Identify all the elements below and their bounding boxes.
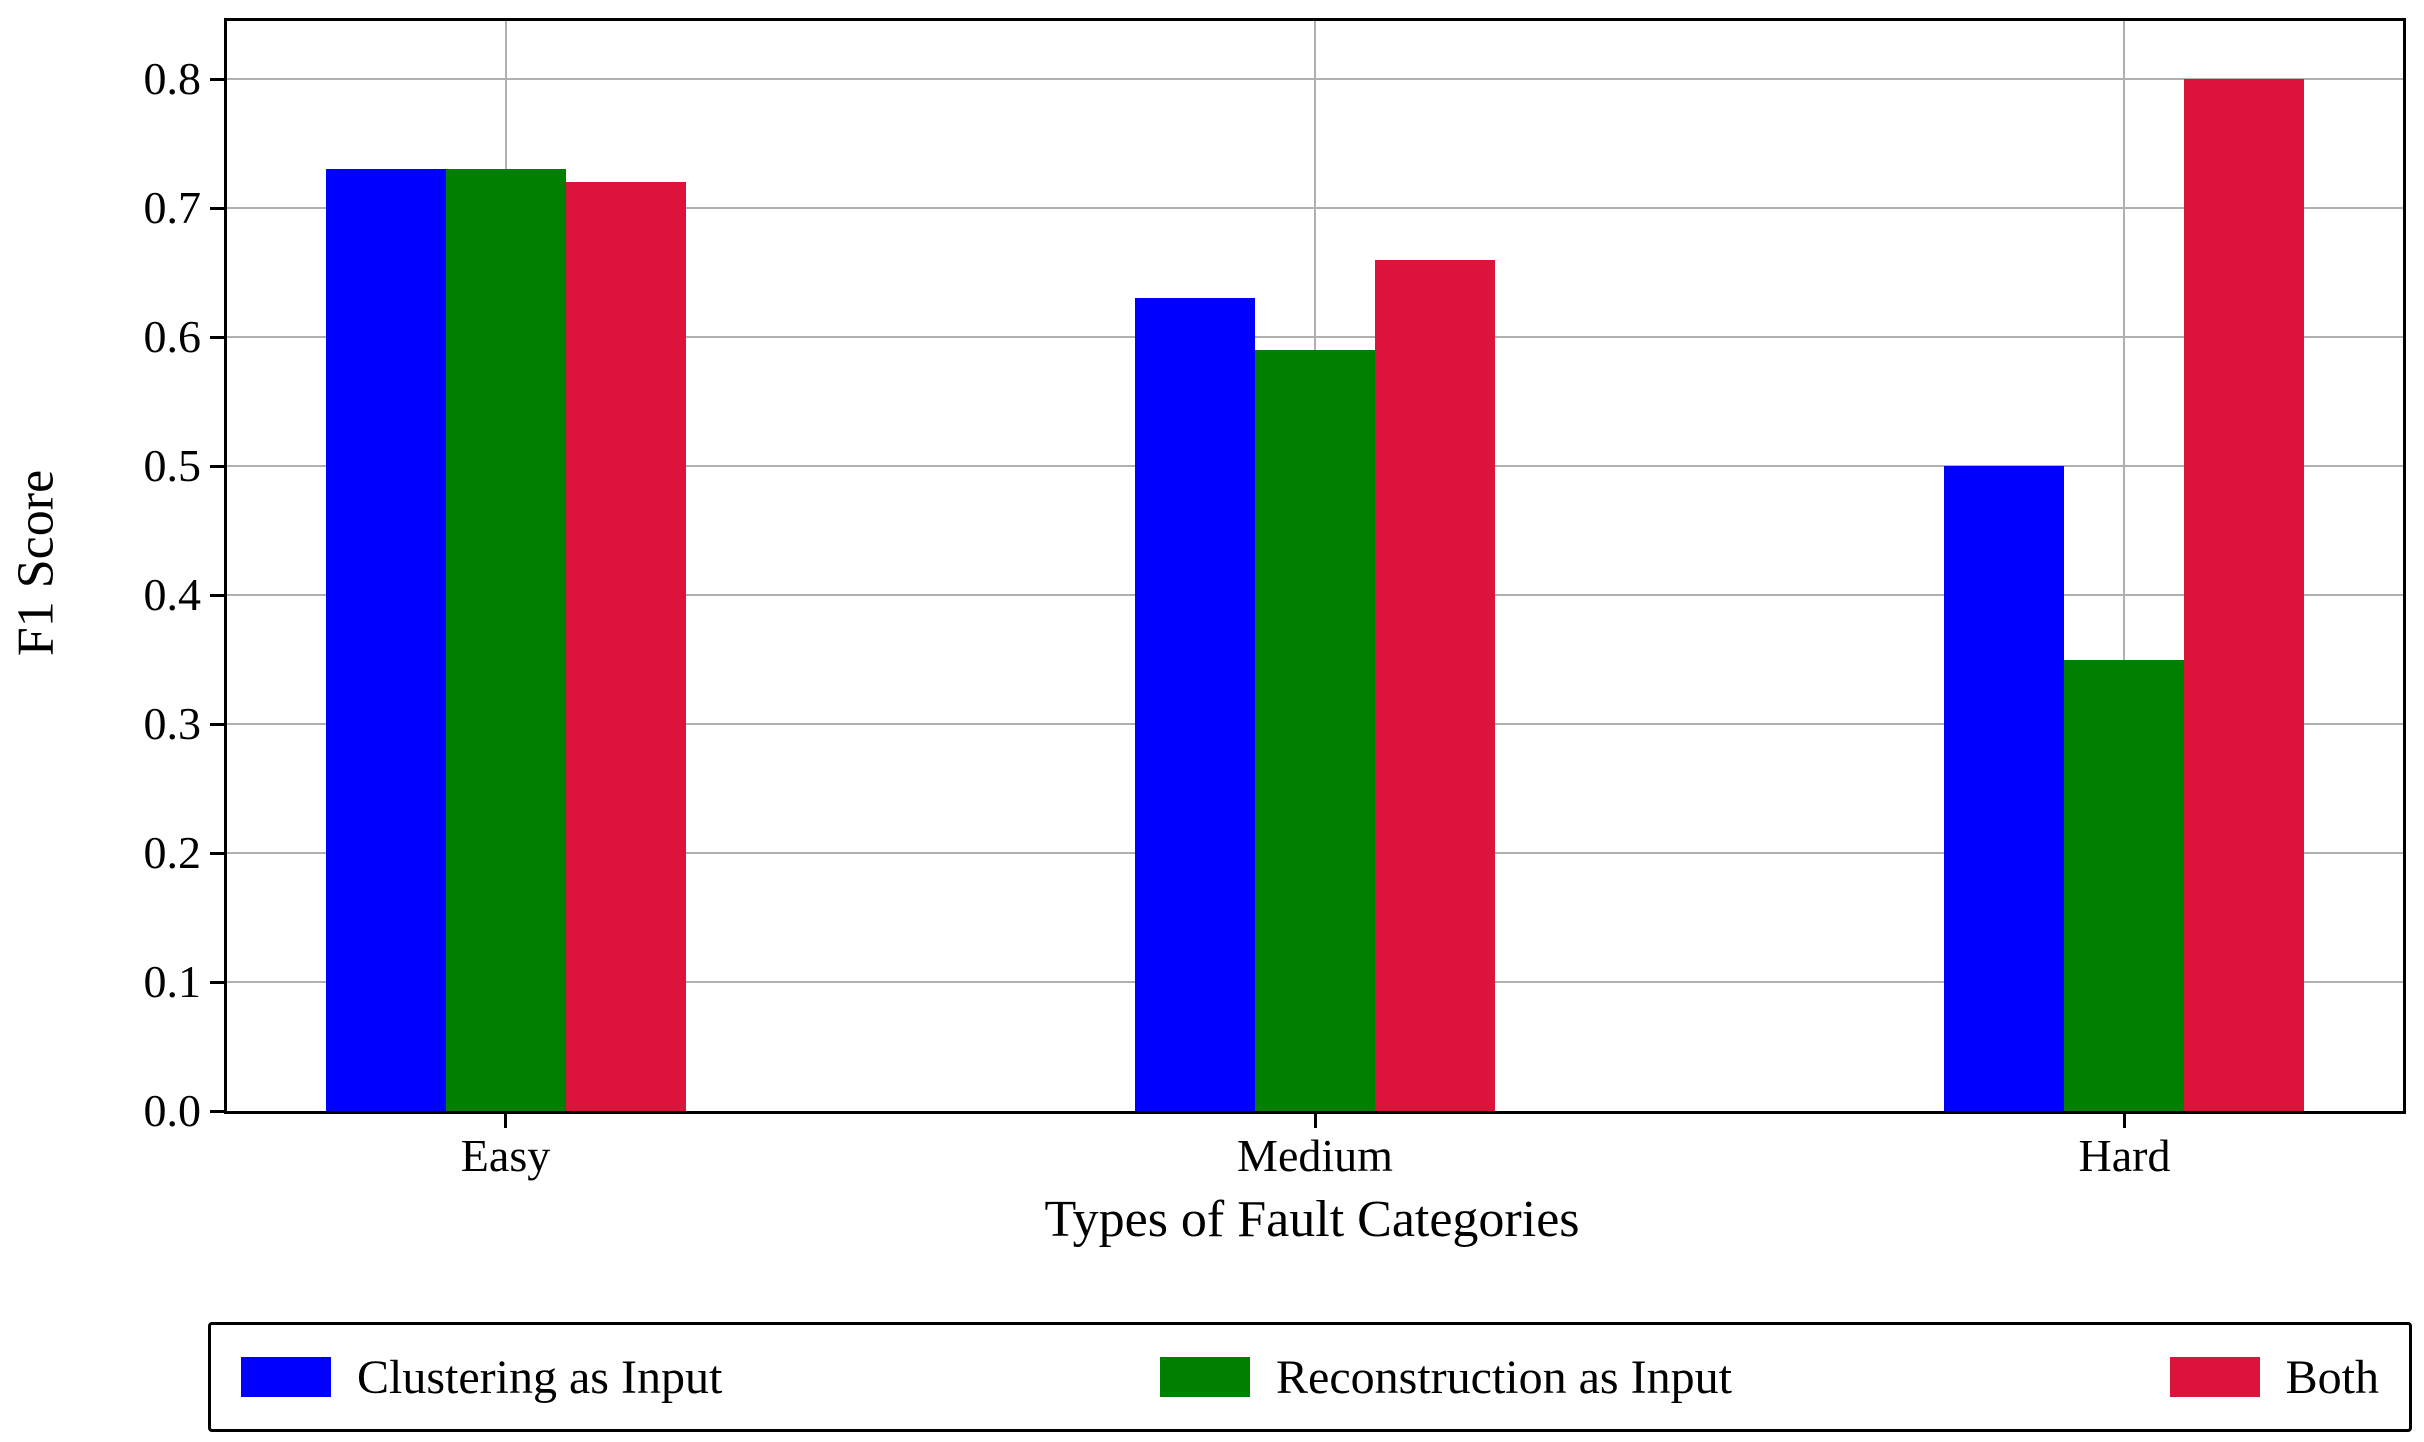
x-axis-label: Types of Fault Categories — [1044, 1191, 1580, 1248]
bar-reconstruction-as-input-easy — [445, 169, 566, 1111]
x-tick-mark — [504, 1114, 508, 1128]
y-tick-mark — [210, 851, 224, 855]
y-tick-label: 0.7 — [143, 182, 202, 234]
plot-area: 0.0 0.1 0.2 0.3 0.4 0.5 0.6 0.7 0.8 Easy Medium Har… — [144, 18, 2406, 1181]
y-tick-mark — [210, 593, 224, 597]
bar-clustering-as-input-easy — [325, 169, 446, 1111]
bar-reconstruction-as-input-hard — [2064, 659, 2185, 1111]
y-tick-label: 0.4 — [143, 569, 202, 621]
y-tick-mark — [210, 464, 224, 468]
legend-label: Clustering as Input — [357, 1350, 723, 1404]
x-tick-label: Hard — [2078, 1130, 2171, 1181]
y-tick-mark — [210, 722, 224, 726]
legend-item: Clustering as Input — [241, 1350, 722, 1405]
y-tick-label: 0.2 — [143, 827, 202, 878]
legend-label: Both — [2285, 1350, 2379, 1404]
y-tick-label: 0.5 — [143, 440, 202, 492]
bar-clustering-as-input-medium — [1135, 298, 1255, 1111]
x-tick-label: Easy — [460, 1130, 551, 1181]
bar-both-hard — [2184, 79, 2305, 1111]
bar-clustering-as-input-hard — [1944, 466, 2065, 1111]
legend-item: Both — [2169, 1350, 2379, 1405]
y-tick-mark — [210, 206, 224, 210]
legend-swatch-icon — [1160, 1357, 1251, 1397]
legend-swatch-icon — [2169, 1357, 2260, 1397]
legend-item: Reconstruction as Input — [1160, 1350, 1732, 1405]
bar-both-easy — [565, 182, 686, 1111]
y-axis-label: F1 Score — [7, 469, 65, 657]
x-tick-mark — [2122, 1114, 2126, 1128]
legend-swatch-icon — [241, 1357, 331, 1397]
y-tick-label: 0.6 — [143, 311, 202, 363]
x-tick-mark — [1313, 1114, 1317, 1128]
y-tick-label: 0.3 — [143, 698, 202, 750]
y-tick-mark — [210, 77, 224, 81]
y-tick-label: 0.0 — [143, 1085, 202, 1136]
bar-reconstruction-as-input-medium — [1255, 349, 1375, 1111]
legend-label: Reconstruction as Input — [1276, 1350, 1732, 1404]
y-tick-mark — [210, 1109, 224, 1113]
y-tick-mark — [210, 980, 224, 984]
gridline-vertical — [2123, 21, 2126, 1111]
legend: Clustering as Input Reconstruction as Inp… — [208, 1322, 2412, 1432]
bar-both-medium — [1375, 259, 1495, 1111]
y-tick-label: 0.8 — [143, 53, 202, 105]
y-tick-mark — [210, 335, 224, 339]
y-tick-label: 0.1 — [143, 956, 202, 1007]
x-tick-label: Medium — [1237, 1130, 1393, 1181]
